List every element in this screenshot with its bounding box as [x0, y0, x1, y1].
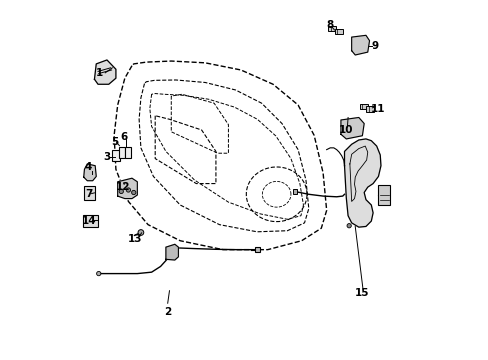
Text: 10: 10 [338, 125, 353, 135]
Text: 2: 2 [164, 307, 171, 317]
Bar [378, 185, 389, 205]
Polygon shape [94, 60, 116, 84]
Circle shape [97, 271, 101, 276]
Bar [84, 186, 95, 200]
Polygon shape [254, 247, 259, 252]
Polygon shape [365, 106, 373, 112]
Polygon shape [83, 164, 96, 181]
Text: 1: 1 [96, 68, 103, 78]
Polygon shape [351, 35, 369, 55]
Bar [124, 147, 131, 158]
Circle shape [138, 230, 143, 235]
Circle shape [119, 189, 123, 194]
Bar [119, 148, 125, 158]
Text: 8: 8 [326, 19, 333, 30]
Circle shape [126, 188, 130, 192]
Polygon shape [327, 26, 336, 31]
Polygon shape [165, 244, 178, 260]
Bar [112, 150, 120, 161]
Polygon shape [334, 28, 342, 34]
Polygon shape [292, 189, 297, 194]
Text: 7: 7 [85, 189, 93, 199]
Text: 11: 11 [370, 104, 385, 113]
Text: 15: 15 [354, 288, 369, 297]
Bar [83, 215, 98, 227]
Text: 13: 13 [128, 234, 142, 244]
Text: 6: 6 [120, 132, 127, 142]
Text: 14: 14 [81, 216, 96, 226]
Text: 5: 5 [111, 138, 119, 148]
Text: 12: 12 [116, 182, 130, 192]
Circle shape [346, 224, 350, 228]
Text: 4: 4 [84, 162, 92, 172]
Polygon shape [344, 139, 380, 227]
Polygon shape [118, 178, 137, 199]
Text: 3: 3 [103, 152, 110, 162]
Circle shape [131, 190, 136, 195]
Text: 9: 9 [370, 41, 378, 51]
Polygon shape [359, 104, 367, 109]
Polygon shape [340, 117, 364, 139]
